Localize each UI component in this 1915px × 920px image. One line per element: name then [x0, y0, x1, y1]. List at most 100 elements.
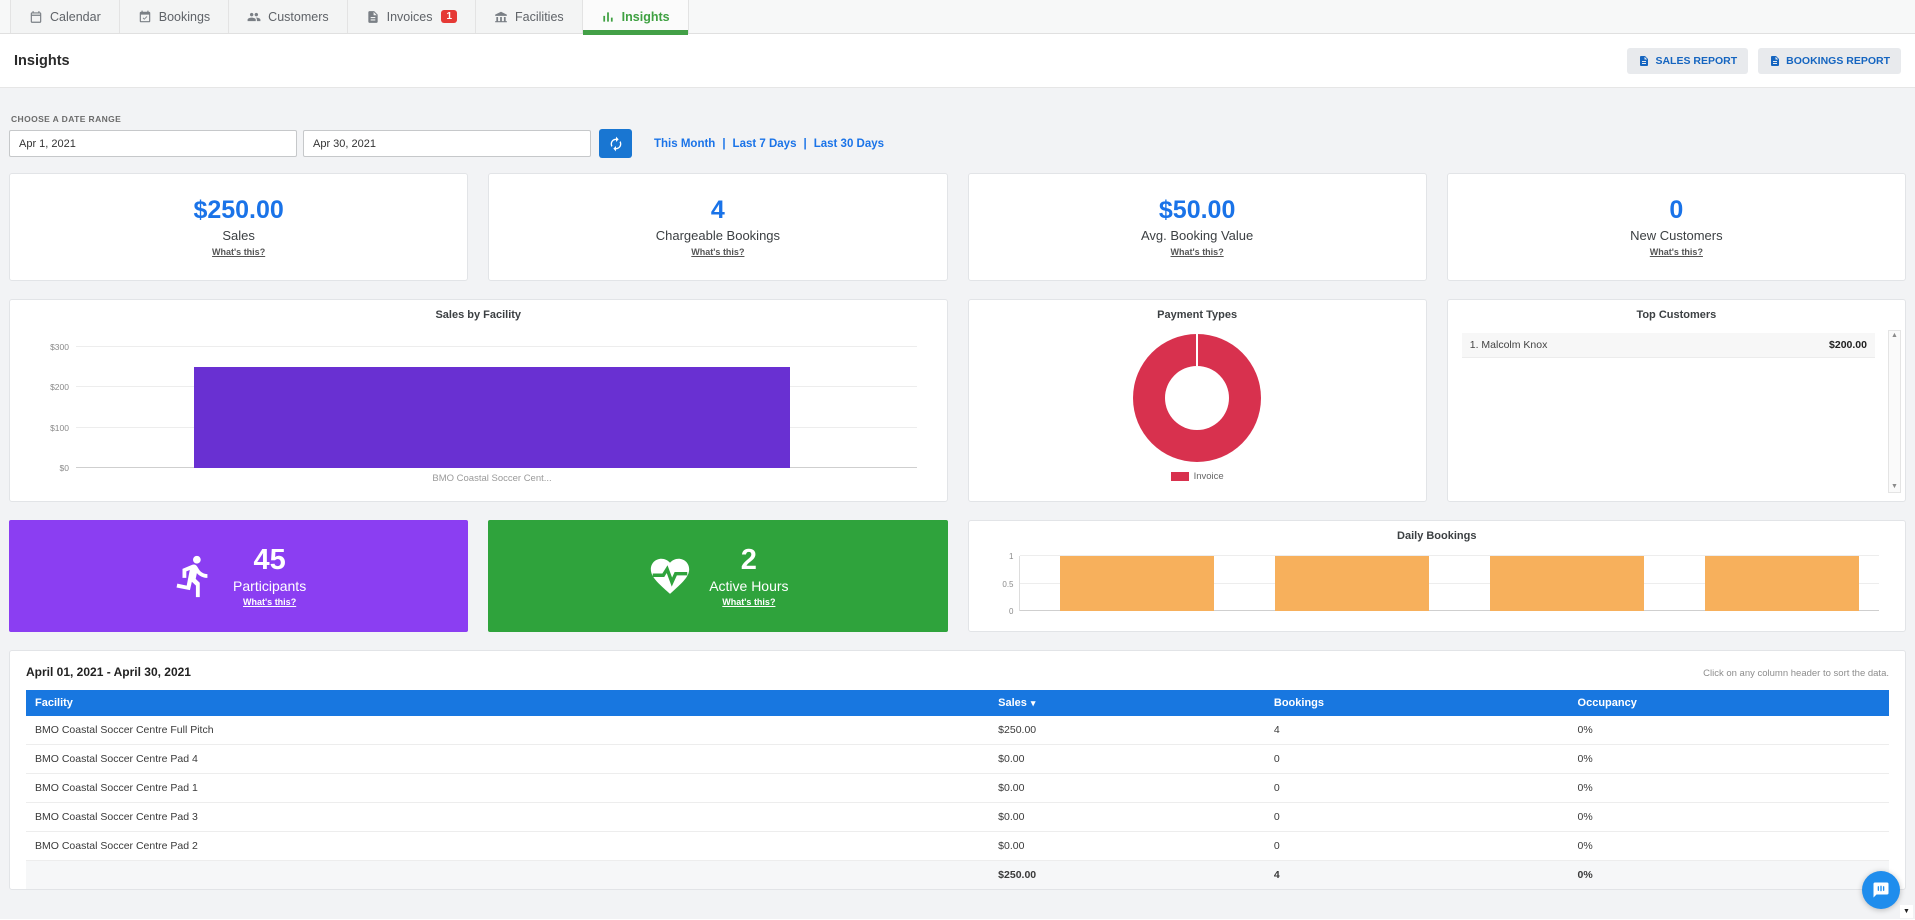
whats-this-link[interactable]: What's this? — [1170, 246, 1224, 257]
active-hours-card: 2 Active Hours What's this? — [488, 520, 948, 632]
cell-facility-total — [26, 860, 990, 889]
heart-pulse-icon — [651, 558, 690, 594]
y-tick: 0 — [1009, 607, 1014, 616]
tab-calendar[interactable]: Calendar — [10, 0, 120, 33]
metric-value: 2 — [740, 544, 757, 577]
y-tick: $200 — [50, 382, 69, 393]
daily-bookings-panel: Daily Bookings 1 0.5 0 — [967, 520, 1906, 632]
cell-occupancy: 0% — [1568, 744, 1889, 774]
stat-label: New Customers — [1630, 227, 1723, 243]
metric-value: 45 — [253, 544, 286, 577]
cell-occupancy: 0% — [1568, 831, 1889, 861]
tab-customers[interactable]: Customers — [229, 0, 348, 33]
column-header-sales[interactable]: Sales ▾ — [989, 690, 1265, 716]
tab-facilities[interactable]: Facilities — [476, 0, 583, 33]
daily-bar — [1275, 556, 1429, 611]
daily-bar — [1704, 556, 1859, 611]
tab-bookings[interactable]: Bookings — [119, 0, 230, 33]
daily-bar — [1490, 556, 1644, 611]
y-tick: $100 — [50, 422, 69, 433]
tab-label: Facilities — [515, 9, 564, 24]
cell-bookings: 0 — [1264, 773, 1569, 803]
sales-report-button[interactable]: SALES REPORT — [1627, 47, 1749, 74]
stat-label: Sales — [222, 227, 255, 243]
stat-card-chargeable-bookings: 4 Chargeable Bookings What's this? — [488, 173, 948, 281]
stat-value: 4 — [710, 196, 725, 225]
scroll-down-icon[interactable]: ▼ — [1891, 483, 1898, 490]
cell-facility: BMO Coastal Soccer Centre Pad 4 — [26, 744, 990, 774]
y-tick: $0 — [59, 463, 69, 473]
column-header-facility[interactable]: Facility — [26, 690, 990, 716]
customer-name: 1. Malcolm Knox — [1469, 339, 1548, 351]
legend-swatch — [1170, 472, 1189, 481]
whats-this-link[interactable]: What's this? — [243, 596, 297, 607]
tab-invoices[interactable]: Invoices 1 — [347, 0, 477, 33]
cell-bookings: 0 — [1264, 744, 1569, 774]
cell-facility: BMO Coastal Soccer Centre Pad 1 — [26, 773, 990, 803]
chat-launcher-button[interactable] — [1862, 871, 1900, 909]
document-icon — [1640, 55, 1649, 66]
table-row: BMO Coastal Soccer Centre Pad 4 $0.00 0 … — [26, 744, 1889, 774]
stat-value: $250.00 — [193, 196, 284, 225]
scroll-up-icon[interactable]: ▲ — [1891, 332, 1898, 339]
tab-label: Calendar — [50, 9, 101, 24]
y-tick: 0.5 — [1002, 579, 1014, 589]
customers-icon — [247, 12, 261, 21]
cell-occupancy: 0% — [1568, 716, 1889, 745]
runner-icon — [176, 555, 208, 598]
column-header-bookings[interactable]: Bookings — [1264, 690, 1569, 716]
stat-label: Avg. Booking Value — [1140, 227, 1254, 243]
invoices-badge: 1 — [441, 10, 458, 23]
table-row: BMO Coastal Soccer Centre Pad 1 $0.00 0 … — [26, 773, 1889, 803]
cell-sales: $0.00 — [989, 802, 1265, 832]
cell-facility: BMO Coastal Soccer Centre Pad 2 — [26, 831, 990, 861]
stat-card-sales: $250.00 Sales What's this? — [9, 173, 469, 281]
table-row: BMO Coastal Soccer Centre Pad 3 $0.00 0 … — [26, 802, 1889, 832]
end-date-input[interactable] — [303, 130, 591, 157]
cell-facility: BMO Coastal Soccer Centre Full Pitch — [26, 716, 990, 745]
table-row: BMO Coastal Soccer Centre Pad 2 $0.00 0 … — [26, 831, 1889, 861]
sales-x-label: BMO Coastal Soccer Cent... — [432, 473, 552, 484]
legend-label: Invoice — [1193, 471, 1224, 482]
cell-sales: $0.00 — [989, 773, 1265, 803]
link-last-30-days[interactable]: Last 30 Days — [813, 137, 885, 150]
table-totals-row: $250.00 4 0% — [26, 860, 1889, 889]
chart-title: Sales by Facility — [435, 309, 522, 321]
tab-insights[interactable]: Insights — [582, 0, 689, 35]
calendar-icon — [30, 10, 42, 23]
whats-this-link[interactable]: What's this? — [691, 246, 745, 257]
table-title: April 01, 2021 - April 30, 2021 — [26, 665, 191, 679]
bookings-icon — [139, 10, 150, 22]
tab-label: Customers — [268, 9, 329, 24]
payment-types-panel: Payment Types Invoice — [967, 299, 1427, 502]
cell-occupancy-total: 0% — [1568, 860, 1889, 889]
dashboard-grid: $250.00 Sales What's this? 4 Chargeable … — [9, 173, 1906, 632]
chart-title: Daily Bookings — [1397, 530, 1477, 542]
document-icon — [1771, 55, 1780, 66]
scroll-down-corner-icon[interactable]: ▼ — [1900, 905, 1913, 918]
column-header-occupancy[interactable]: Occupancy — [1568, 690, 1889, 716]
start-date-input[interactable] — [9, 130, 297, 157]
whats-this-link[interactable]: What's this? — [722, 596, 776, 607]
metric-label: Participants — [233, 577, 307, 594]
stat-value: 0 — [1669, 196, 1684, 225]
table-row: BMO Coastal Soccer Centre Full Pitch $25… — [26, 716, 1889, 745]
stat-label: Chargeable Bookings — [655, 227, 781, 243]
top-customers-panel: Top Customers 1. Malcolm Knox $200.00 ▲ … — [1446, 299, 1906, 502]
list-scrollbar[interactable]: ▲ ▼ — [1888, 330, 1901, 493]
tab-label: Insights — [621, 9, 670, 24]
cell-bookings: 4 — [1264, 716, 1569, 745]
refresh-button[interactable] — [599, 129, 632, 158]
whats-this-link[interactable]: What's this? — [1649, 246, 1703, 257]
cell-facility: BMO Coastal Soccer Centre Pad 3 — [26, 802, 990, 832]
cell-bookings-total: 4 — [1264, 860, 1569, 889]
donut-notch — [1196, 334, 1199, 366]
chart-title: Payment Types — [1157, 309, 1238, 321]
bookings-report-button[interactable]: BOOKINGS REPORT — [1758, 47, 1901, 74]
tab-label: Bookings — [158, 9, 211, 24]
stat-card-avg-booking-value: $50.00 Avg. Booking Value What's this? — [967, 173, 1427, 281]
link-this-month[interactable]: This Month — [654, 137, 716, 150]
link-last-7-days[interactable]: Last 7 Days — [732, 137, 797, 150]
list-item: 1. Malcolm Knox $200.00 — [1461, 333, 1875, 358]
whats-this-link[interactable]: What's this? — [212, 246, 266, 257]
